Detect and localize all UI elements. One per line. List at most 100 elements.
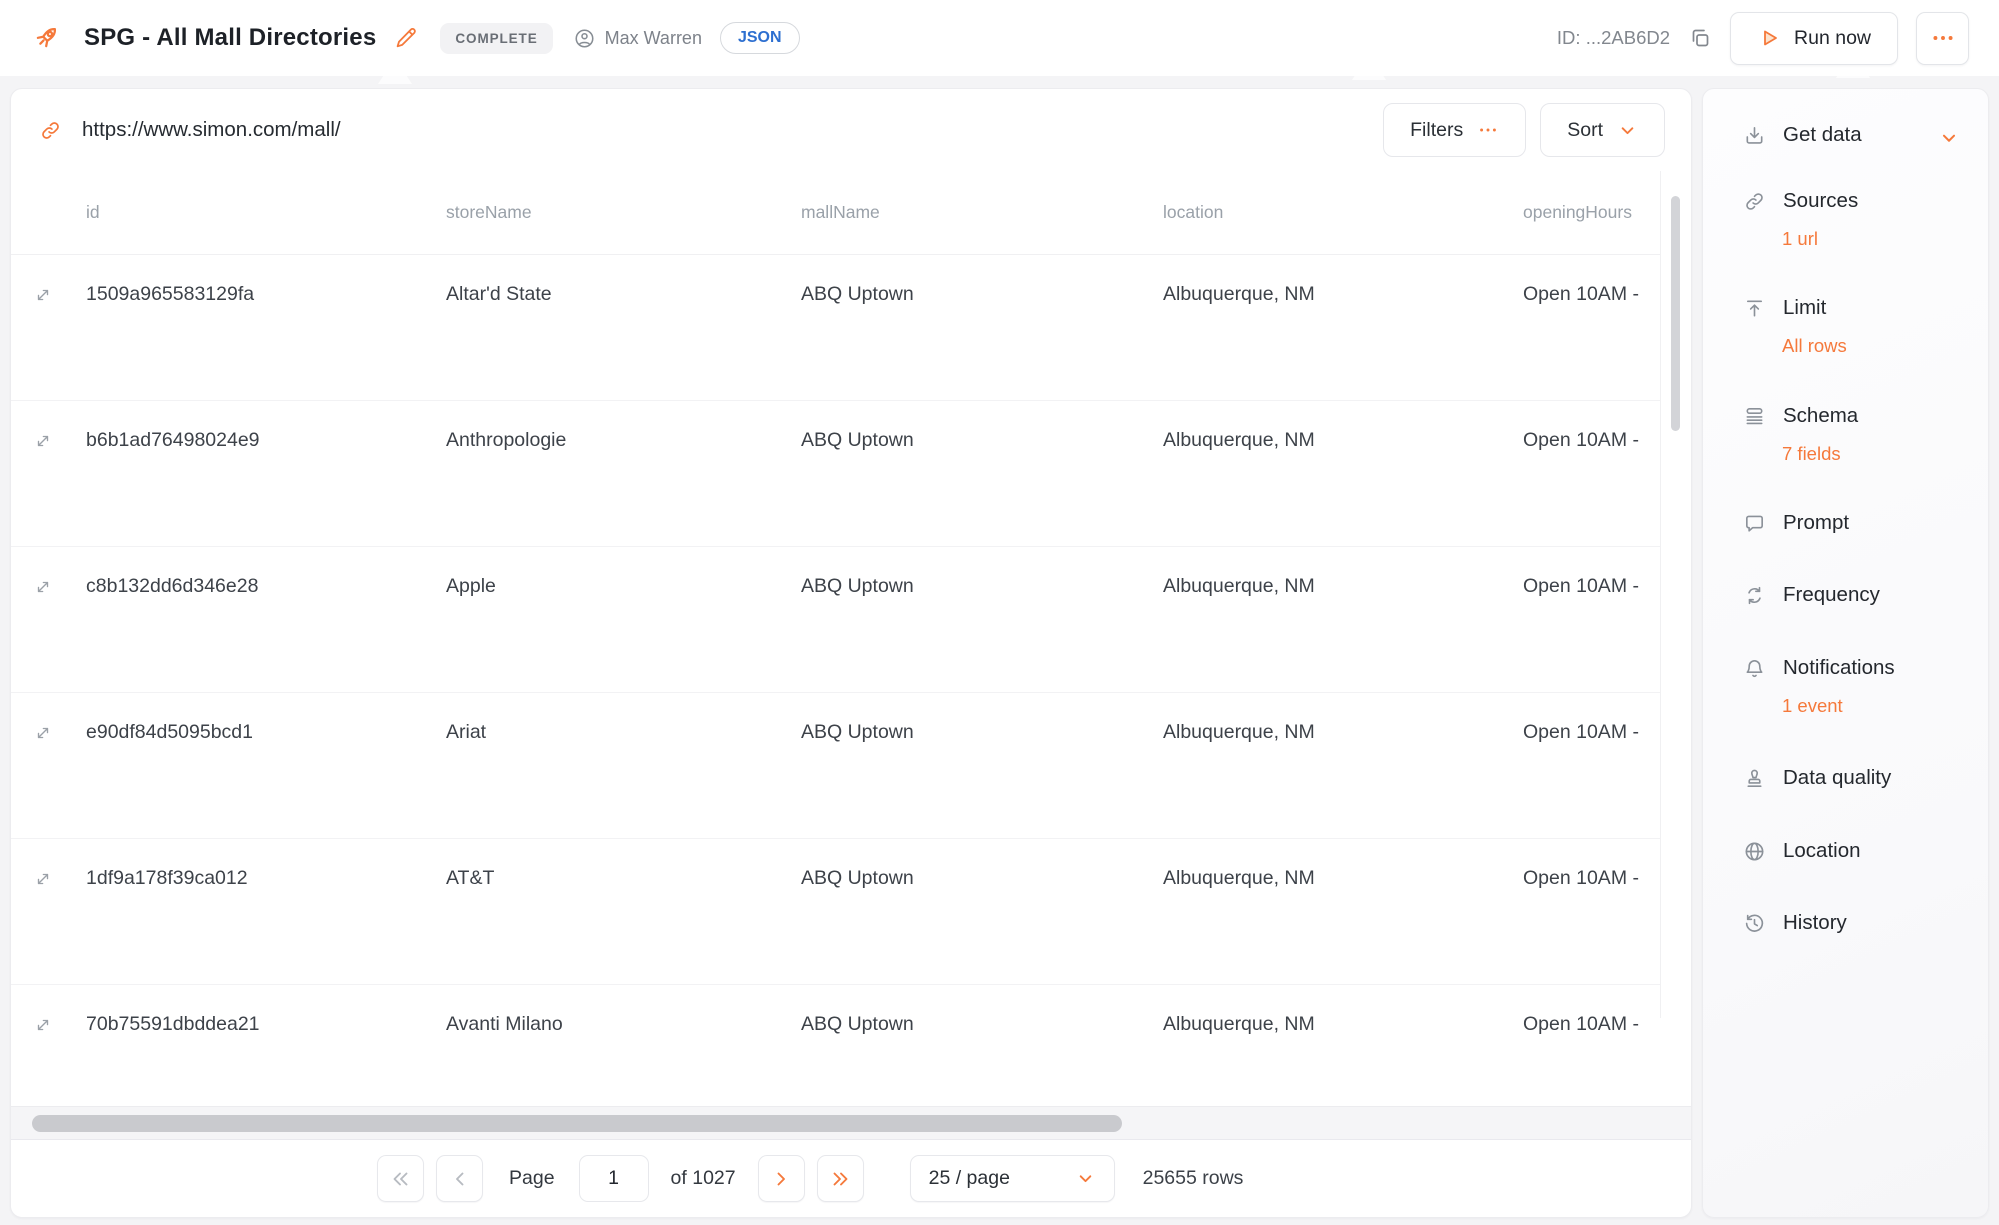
run-id-label: ID: ...2AB6D2 <box>1556 27 1671 48</box>
sidebar-item-sources[interactable]: Sources <box>1743 189 1858 213</box>
prev-page-button[interactable] <box>436 1155 483 1202</box>
globe-icon <box>1743 840 1766 863</box>
sidebar-item-get-data[interactable]: Get data <box>1743 123 1862 147</box>
table-row: c8b132dd6d346e28 Apple ABQ Uptown Albuqu… <box>11 547 1661 693</box>
expand-row-icon[interactable] <box>34 870 86 888</box>
chevron-left-icon <box>448 1167 472 1191</box>
chevron-down-icon <box>1617 120 1638 141</box>
sidebar-item-notifications[interactable]: Notifications <box>1743 656 1895 680</box>
sidebar-item-prompt[interactable]: Prompt <box>1743 511 1849 535</box>
sidebar-item-schema[interactable]: Schema <box>1743 404 1858 428</box>
source-url: https://www.simon.com/mall/ <box>82 118 341 141</box>
rows-total-label: 25655 rows <box>1142 1167 1244 1189</box>
link-icon <box>39 119 62 142</box>
run-now-button[interactable]: Run now <box>1730 11 1898 65</box>
sidebar-item-label: Schema <box>1783 404 1859 427</box>
more-actions-button[interactable] <box>1916 11 1969 65</box>
format-badge[interactable]: JSON <box>719 22 800 54</box>
table-row: b6b1ad76498024e9 Anthropologie ABQ Uptow… <box>11 401 1661 547</box>
cell-mallName: ABQ Uptown <box>801 429 914 451</box>
pagination-bar: Page of 1027 25 / page 25655 rows <box>11 1139 1691 1217</box>
cell-mallName: ABQ Uptown <box>801 867 914 889</box>
expand-row-icon[interactable] <box>34 578 86 596</box>
filters-button[interactable]: Filters <box>1383 103 1527 157</box>
download-icon <box>1743 124 1766 147</box>
sidebar-item-data-quality[interactable]: Data quality <box>1743 766 1891 790</box>
sidebar-item-label: Limit <box>1783 296 1827 319</box>
sidebar-sub-sources[interactable]: 1 url <box>1782 228 1818 249</box>
status-badge: COMPLETE <box>440 22 553 54</box>
cell-openingHours: Open 10AM - <box>1523 429 1639 451</box>
history-icon <box>1743 912 1766 935</box>
expand-row-icon[interactable] <box>34 1016 86 1034</box>
cell-storeName: AT&T <box>446 867 495 889</box>
horizontal-scrollbar-thumb[interactable] <box>32 1115 1122 1132</box>
column-header-mallName[interactable]: mallName <box>801 202 880 222</box>
ellipsis-icon <box>1930 25 1956 51</box>
sidebar-sub-notifications[interactable]: 1 event <box>1782 695 1843 716</box>
sidebar-item-label: Notifications <box>1783 656 1895 679</box>
sidebar-item-location[interactable]: Location <box>1743 839 1861 863</box>
copy-id-icon[interactable] <box>1688 26 1712 50</box>
double-chevron-left-icon <box>389 1167 413 1191</box>
column-header-storeName[interactable]: storeName <box>446 202 532 222</box>
sidebar-item-frequency[interactable]: Frequency <box>1743 583 1880 607</box>
cell-openingHours: Open 10AM - <box>1523 283 1639 305</box>
owner-name: Max Warren <box>604 27 702 48</box>
user-icon <box>573 27 596 50</box>
cell-storeName: Apple <box>446 575 496 597</box>
cell-id: b6b1ad76498024e9 <box>86 429 260 451</box>
first-page-button[interactable] <box>377 1155 424 1202</box>
source-url-bar: https://www.simon.com/mall/ Filters Sort <box>11 89 1691 171</box>
sidebar-item-label: Sources <box>1783 189 1859 212</box>
link-icon <box>1743 190 1766 213</box>
cell-mallName: ABQ Uptown <box>801 721 914 743</box>
cell-id: 1509a965583129fa <box>86 283 255 305</box>
column-header-openingHours[interactable]: openingHours <box>1523 202 1632 222</box>
sidebar-item-label: Get data <box>1783 123 1862 146</box>
page-title: SPG - All Mall Directories <box>84 24 377 51</box>
cell-storeName: Avanti Milano <box>446 1013 563 1035</box>
cell-location: Albuquerque, NM <box>1163 867 1315 889</box>
chevron-down-icon[interactable] <box>1938 127 1960 149</box>
cell-id: 70b75591dbddea21 <box>86 1013 260 1035</box>
last-page-button[interactable] <box>816 1155 864 1202</box>
table-row: 1509a965583129fa Altar'd State ABQ Uptow… <box>11 255 1661 401</box>
sort-button[interactable]: Sort <box>1540 103 1665 157</box>
expand-row-icon[interactable] <box>34 286 86 304</box>
sidebar-item-history[interactable]: History <box>1743 911 1847 935</box>
expand-row-icon[interactable] <box>34 432 86 450</box>
column-header-location[interactable]: location <box>1163 202 1224 222</box>
edit-title-icon[interactable] <box>394 26 418 50</box>
next-page-button[interactable] <box>757 1155 805 1202</box>
sidebar-sub-schema[interactable]: 7 fields <box>1782 443 1841 464</box>
column-header-id[interactable]: id <box>86 202 100 222</box>
cell-openingHours: Open 10AM - <box>1523 575 1639 597</box>
owner: Max Warren <box>573 27 702 50</box>
cell-location: Albuquerque, NM <box>1163 283 1315 305</box>
cell-storeName: Ariat <box>446 721 487 743</box>
page-number-input[interactable] <box>578 1155 649 1202</box>
cell-storeName: Anthropologie <box>446 429 567 451</box>
play-icon <box>1757 26 1781 50</box>
cell-openingHours: Open 10AM - <box>1523 867 1639 889</box>
sidebar-item-label: Prompt <box>1783 511 1850 534</box>
rocket-icon <box>30 22 62 54</box>
limit-icon <box>1743 297 1766 320</box>
top-header: SPG - All Mall Directories COMPLETE Max … <box>0 0 1999 76</box>
cell-openingHours: Open 10AM - <box>1523 1013 1639 1035</box>
cell-mallName: ABQ Uptown <box>801 575 914 597</box>
expand-row-icon[interactable] <box>34 724 86 742</box>
table-body: 1509a965583129fa Altar'd State ABQ Uptow… <box>11 255 1661 1108</box>
sidebar-item-limit[interactable]: Limit <box>1743 296 1826 320</box>
cell-location: Albuquerque, NM <box>1163 1013 1315 1035</box>
page-label: Page <box>509 1167 555 1189</box>
sidebar-sub-limit[interactable]: All rows <box>1782 335 1847 356</box>
cell-location: Albuquerque, NM <box>1163 575 1315 597</box>
cell-location: Albuquerque, NM <box>1163 721 1315 743</box>
vertical-scrollbar[interactable] <box>1671 196 1680 431</box>
per-page-select[interactable]: 25 / page <box>909 1155 1115 1202</box>
sidebar-item-label: Location <box>1783 839 1861 862</box>
table-header-row: id storeName mallName location openingHo… <box>11 171 1661 255</box>
horizontal-scrollbar-track[interactable] <box>11 1106 1691 1139</box>
